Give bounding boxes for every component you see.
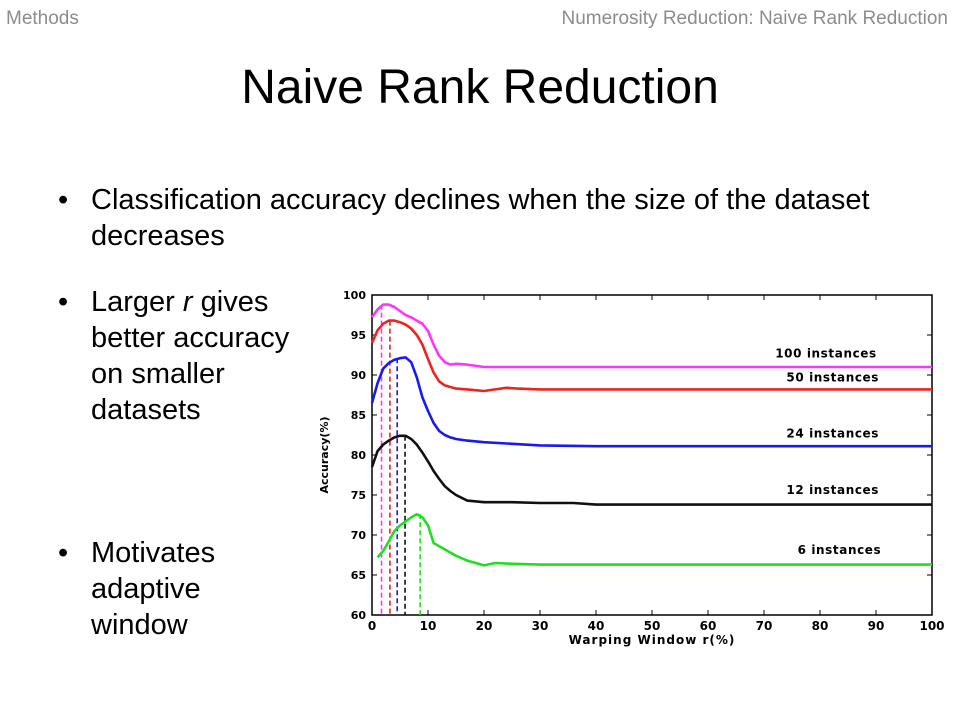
- series-label: 100 instances: [775, 346, 877, 360]
- y-axis: 60 65 70 75 80 85 90 95 100: [343, 289, 932, 622]
- section-label: Methods: [6, 8, 79, 29]
- series-line: [376, 512, 932, 567]
- x-tick-label: 20: [476, 619, 493, 633]
- x-tick-label: 60: [700, 619, 717, 633]
- bullet-glyph: •: [58, 184, 69, 216]
- x-tick-label: 70: [756, 619, 773, 633]
- y-tick-label: 100: [343, 289, 366, 302]
- y-tick-label: 75: [351, 489, 366, 502]
- series-line: [370, 434, 932, 506]
- y-tick-label: 80: [351, 449, 367, 462]
- bullet-text: Classification accuracy declines when th…: [91, 184, 870, 252]
- bullet-text: Motivates adaptive window: [91, 537, 216, 641]
- x-tick-label: 80: [812, 619, 829, 633]
- bullet-text: Larger r gives better accuracy on smalle…: [91, 284, 301, 428]
- y-tick-label: 95: [351, 329, 366, 342]
- series-label: 24 instances: [786, 426, 879, 440]
- variable-r: r: [182, 286, 193, 318]
- x-tick-label: 100: [919, 619, 944, 633]
- optimal-window-markers: [380, 304, 421, 615]
- bullet-item: • Motivates adaptive window: [58, 535, 278, 665]
- plot-frame: [371, 294, 933, 616]
- series-line: [370, 319, 932, 393]
- y-tick-label: 90: [351, 369, 367, 382]
- bullet-text-start: Larger: [91, 286, 183, 318]
- bullet-glyph: •: [58, 537, 69, 569]
- series-line: [370, 303, 932, 369]
- y-tick-label: 70: [351, 529, 367, 542]
- series-label: 50 instances: [786, 370, 879, 384]
- series-label: 6 instances: [798, 543, 882, 557]
- slide-title: Naive Rank Reduction: [241, 61, 719, 114]
- series-label: 12 instances: [786, 483, 879, 497]
- y-axis-label: Accuracy(%): [318, 417, 331, 494]
- series-line: [370, 356, 932, 448]
- bullet-item: • Classification accuracy declines when …: [58, 182, 918, 262]
- y-tick-label: 60: [351, 609, 367, 622]
- x-tick-label: 30: [532, 619, 549, 633]
- y-tick-label: 85: [351, 409, 366, 422]
- bullet-text-end: gives better accuracy on smaller dataset…: [91, 286, 290, 426]
- x-tick-label: 50: [644, 619, 661, 633]
- series-lines: [370, 303, 932, 567]
- x-axis: 0 10 20 30 40 50 60 70 80 90 100: [368, 295, 945, 633]
- x-tick-label: 90: [868, 619, 885, 633]
- x-tick-label: 40: [588, 619, 605, 633]
- series-labels: 100 instances 50 instances 24 instances 12 …: [775, 346, 881, 557]
- y-tick-label: 65: [351, 569, 366, 582]
- x-tick-label: 10: [420, 619, 437, 633]
- x-axis-label: Warping Window r(%): [569, 633, 736, 647]
- slide-topic: Numerosity Reduction: Naive Rank Reducti…: [561, 8, 948, 29]
- bullet-item: • Larger r gives better accuracy on smal…: [58, 284, 298, 514]
- accuracy-chart: 60 65 70 75 80 85 90 95 100 0 10 20 30 40 50 60 70 80 90 1…: [318, 289, 945, 647]
- x-tick-label: 0: [368, 619, 376, 633]
- bullet-glyph: •: [58, 286, 69, 318]
